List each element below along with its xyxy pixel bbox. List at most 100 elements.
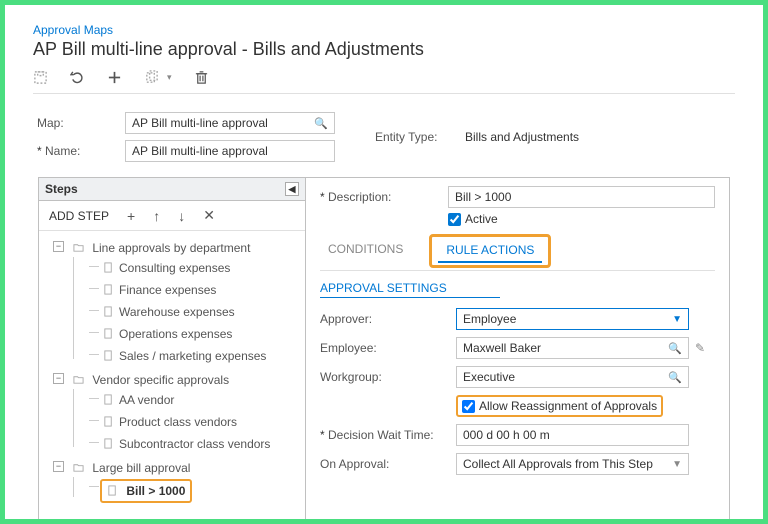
workgroup-label: Workgroup: bbox=[320, 370, 450, 384]
page-title: AP Bill multi-line approval - Bills and … bbox=[33, 39, 735, 60]
description-label: Description: bbox=[320, 190, 440, 204]
details-tabs: CONDITIONS RULE ACTIONS bbox=[320, 236, 715, 271]
tab-rule-actions[interactable]: RULE ACTIONS bbox=[438, 239, 542, 263]
tree-item-label: Warehouse expenses bbox=[119, 305, 235, 319]
form-col-right: Entity Type: Bills and Adjustments bbox=[375, 112, 579, 162]
tree-item[interactable]: Product class vendors bbox=[89, 411, 301, 433]
search-icon[interactable]: 🔍 bbox=[668, 342, 682, 355]
allow-reassign-checkbox[interactable] bbox=[462, 400, 475, 413]
chevron-down-icon: ▼ bbox=[672, 314, 682, 325]
expander-icon[interactable]: − bbox=[53, 373, 64, 384]
approval-settings-title: APPROVAL SETTINGS bbox=[320, 281, 500, 298]
name-input[interactable]: AP Bill multi-line approval bbox=[125, 140, 335, 162]
approver-value: Employee bbox=[463, 312, 516, 326]
active-checkbox[interactable] bbox=[448, 213, 461, 226]
doc-icon bbox=[103, 303, 115, 321]
tree-group[interactable]: − Large bill approval Bill > 1000 bbox=[59, 457, 301, 507]
add-step-button[interactable]: ADD STEP bbox=[49, 209, 109, 223]
copy-icon[interactable] bbox=[144, 70, 159, 85]
breadcrumb: Approval Maps bbox=[33, 23, 735, 37]
save-icon[interactable] bbox=[33, 70, 48, 85]
tree-group[interactable]: − Vendor specific approvals AA vendor Pr… bbox=[59, 369, 301, 457]
step-down-icon[interactable]: ↓ bbox=[178, 208, 185, 224]
description-input[interactable]: Bill > 1000 bbox=[448, 186, 715, 208]
approver-label: Approver: bbox=[320, 312, 450, 326]
doc-icon bbox=[107, 482, 119, 500]
tree-item-label: Sales / marketing expenses bbox=[119, 349, 266, 363]
tree-item[interactable]: Sales / marketing expenses bbox=[89, 345, 301, 367]
details-panel: Description: Bill > 1000 Active CONDITIO… bbox=[305, 177, 730, 519]
map-value: AP Bill multi-line approval bbox=[132, 116, 268, 130]
tab-conditions[interactable]: CONDITIONS bbox=[320, 236, 411, 270]
tree-item[interactable]: Operations expenses bbox=[89, 323, 301, 345]
tree-item-selected[interactable]: Bill > 1000 bbox=[89, 477, 301, 505]
step-delete-icon[interactable]: ✕ bbox=[203, 207, 215, 224]
tree-item-label: Bill > 1000 bbox=[126, 484, 185, 498]
delete-icon[interactable] bbox=[194, 70, 209, 85]
steps-tree: − Line approvals by department Consultin… bbox=[39, 231, 305, 513]
workgroup-value: Executive bbox=[463, 370, 515, 384]
app-frame: Approval Maps AP Bill multi-line approva… bbox=[0, 0, 768, 524]
tree-item-label: Finance expenses bbox=[119, 283, 216, 297]
expander-icon[interactable]: − bbox=[53, 241, 64, 252]
doc-icon bbox=[103, 347, 115, 365]
tree-item-label: Consulting expenses bbox=[119, 261, 230, 275]
highlight-rule-actions: RULE ACTIONS bbox=[429, 234, 551, 268]
doc-icon bbox=[103, 391, 115, 409]
folder-icon bbox=[73, 459, 85, 477]
employee-input[interactable]: Maxwell Baker 🔍 bbox=[456, 337, 689, 359]
steps-toolbar: ADD STEP + ↑ ↓ ✕ bbox=[39, 201, 305, 231]
approver-select[interactable]: Employee ▼ bbox=[456, 308, 689, 330]
map-input[interactable]: AP Bill multi-line approval 🔍 bbox=[125, 112, 335, 134]
chevron-down-icon: ▼ bbox=[672, 459, 682, 470]
wait-input[interactable]: 000 d 00 h 00 m bbox=[456, 424, 689, 446]
name-value: AP Bill multi-line approval bbox=[132, 144, 268, 158]
folder-icon bbox=[73, 371, 85, 389]
tree-item-label: Subcontractor class vendors bbox=[119, 437, 270, 451]
folder-icon bbox=[73, 239, 85, 257]
allow-reassign-label: Allow Reassignment of Approvals bbox=[479, 399, 657, 413]
name-label: Name: bbox=[37, 144, 125, 158]
map-label: Map: bbox=[37, 116, 125, 130]
search-icon[interactable]: 🔍 bbox=[668, 371, 682, 384]
entity-type-value: Bills and Adjustments bbox=[465, 130, 579, 144]
header-form: Map: AP Bill multi-line approval 🔍 Name:… bbox=[33, 104, 735, 172]
wait-label: Decision Wait Time: bbox=[320, 428, 450, 442]
tree-item[interactable]: Warehouse expenses bbox=[89, 301, 301, 323]
doc-icon bbox=[103, 435, 115, 453]
tree-item-label: Operations expenses bbox=[119, 327, 232, 341]
tree-group[interactable]: − Line approvals by department Consultin… bbox=[59, 237, 301, 369]
main-toolbar: ▾ bbox=[33, 70, 735, 94]
employee-label: Employee: bbox=[320, 341, 450, 355]
step-add-icon[interactable]: + bbox=[127, 208, 135, 224]
tree-item[interactable]: Subcontractor class vendors bbox=[89, 433, 301, 455]
edit-icon[interactable]: ✎ bbox=[695, 341, 715, 355]
approval-settings: Approver: Employee ▼ Employee: Maxwell B… bbox=[320, 308, 715, 475]
search-icon[interactable]: 🔍 bbox=[314, 117, 328, 130]
undo-icon[interactable] bbox=[70, 70, 85, 85]
expander-icon[interactable]: − bbox=[53, 461, 64, 472]
tree-item-label: Product class vendors bbox=[119, 415, 237, 429]
tree-item[interactable]: Consulting expenses bbox=[89, 257, 301, 279]
step-up-icon[interactable]: ↑ bbox=[153, 208, 160, 224]
tree-item[interactable]: Finance expenses bbox=[89, 279, 301, 301]
doc-icon bbox=[103, 413, 115, 431]
tree-item[interactable]: AA vendor bbox=[89, 389, 301, 411]
wait-value: 000 d 00 h 00 m bbox=[463, 428, 550, 442]
dropdown-caret-icon[interactable]: ▾ bbox=[167, 72, 172, 83]
steps-title: Steps bbox=[45, 182, 78, 196]
highlight-allow-reassign: Allow Reassignment of Approvals bbox=[456, 395, 663, 417]
collapse-panel-icon[interactable]: ◀ bbox=[285, 182, 299, 196]
entity-type-label: Entity Type: bbox=[375, 130, 465, 144]
tree-group-label: Large bill approval bbox=[92, 461, 190, 475]
add-icon[interactable] bbox=[107, 70, 122, 85]
doc-icon bbox=[103, 325, 115, 343]
on-approval-select[interactable]: Collect All Approvals from This Step ▼ bbox=[456, 453, 689, 475]
doc-icon bbox=[103, 281, 115, 299]
steps-header: Steps ◀ bbox=[39, 178, 305, 201]
workgroup-input[interactable]: Executive 🔍 bbox=[456, 366, 689, 388]
breadcrumb-link[interactable]: Approval Maps bbox=[33, 23, 113, 37]
steps-panel: Steps ◀ ADD STEP + ↑ ↓ ✕ − Line approval… bbox=[38, 177, 306, 519]
description-value: Bill > 1000 bbox=[455, 190, 511, 204]
form-col-left: Map: AP Bill multi-line approval 🔍 Name:… bbox=[37, 112, 345, 162]
